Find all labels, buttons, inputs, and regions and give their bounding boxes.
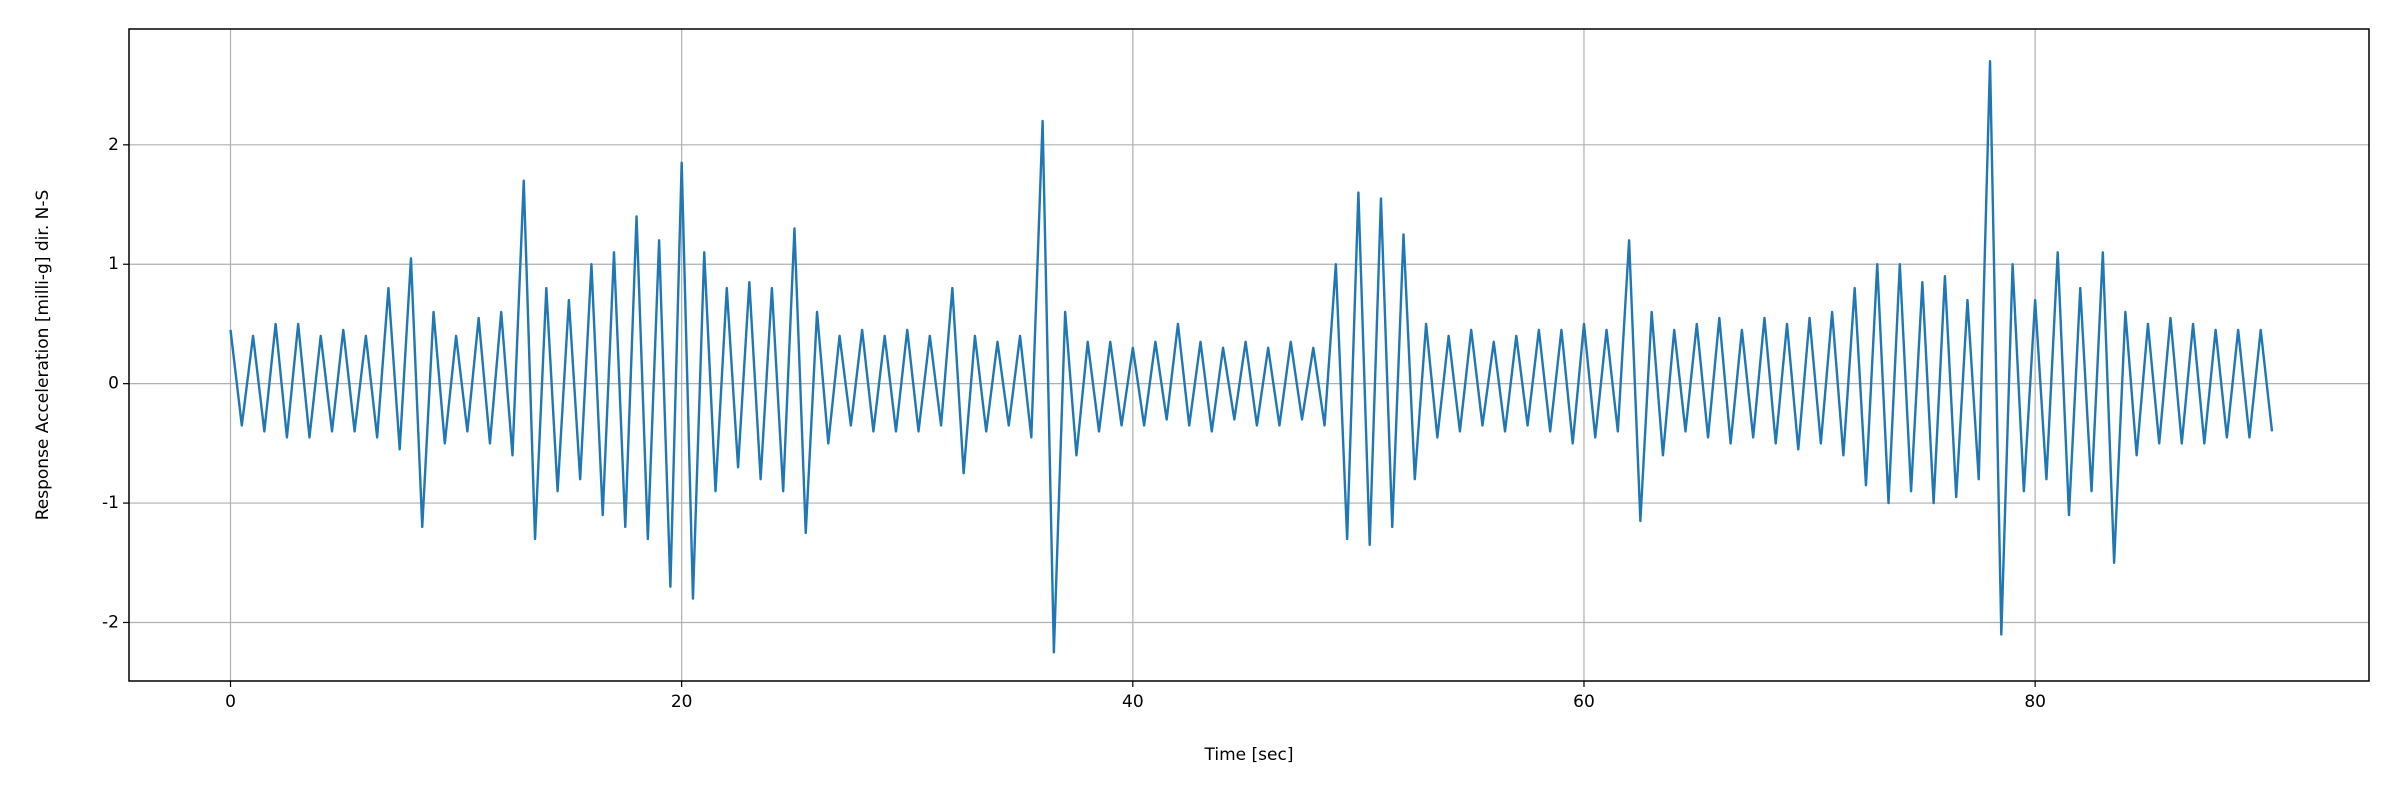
series-line bbox=[229, 60, 2274, 654]
x-axis-label: Time [sec] bbox=[1204, 745, 1294, 765]
y-tick-label: 2 bbox=[108, 135, 119, 155]
y-tick-label: -2 bbox=[102, 612, 119, 632]
plot-area bbox=[229, 60, 2274, 654]
y-tick-label: -1 bbox=[102, 493, 119, 513]
y-tick-label: 1 bbox=[108, 254, 119, 274]
grid bbox=[129, 29, 2369, 681]
x-tick-label: 0 bbox=[225, 692, 236, 712]
x-tick-label: 40 bbox=[1122, 692, 1144, 712]
x-tick-label: 80 bbox=[2024, 692, 2046, 712]
y-tick-label: 0 bbox=[108, 374, 119, 394]
x-tick-label: 60 bbox=[1573, 692, 1595, 712]
y-axis-label: Response Acceleration [milli-g] dir. N-S bbox=[33, 190, 53, 521]
x-tick-label: 20 bbox=[671, 692, 693, 712]
axes-frame bbox=[128, 28, 2370, 682]
